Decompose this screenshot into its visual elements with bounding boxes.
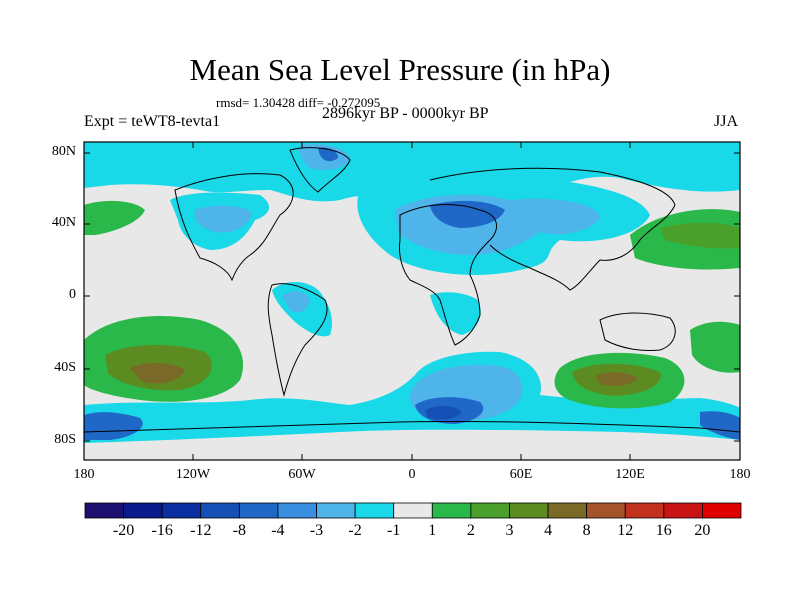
colorbar-label: 12 <box>617 522 634 539</box>
colorbar-swatch <box>161 502 202 519</box>
colorbar-swatch <box>702 502 742 519</box>
colorbar-label: -4 <box>271 522 285 539</box>
africa-cyan <box>430 292 481 335</box>
colorbar-swatch <box>586 502 626 519</box>
antarctic-interior <box>84 429 740 460</box>
southern-dark-core <box>425 406 462 420</box>
colorbar-swatch <box>277 502 317 519</box>
x-tick-120e: 120E <box>615 467 645 482</box>
map-title: Mean Sea Level Pressure (in hPa) <box>189 52 611 87</box>
pressure-field <box>84 142 740 460</box>
south-pacific-east-high <box>690 321 740 373</box>
axis-ticks <box>84 142 740 460</box>
y-tick-40s: 40S <box>54 360 76 375</box>
colorbar-swatch <box>200 502 240 519</box>
x-tick-60e: 60E <box>509 467 533 482</box>
colorbar-label: 20 <box>694 522 711 539</box>
north-atlantic-west-high <box>84 200 145 235</box>
rmsd-stats: rmsd= 1.30428 diff= -0.272095 <box>216 95 381 110</box>
north-pacific-high-core <box>660 222 740 249</box>
period-label: 2896kyr BP - 0000kyr BP <box>322 105 489 122</box>
colorbar-label: 2 <box>466 522 475 539</box>
y-tick-0: 0 <box>69 287 76 302</box>
colorbar-swatch <box>431 502 472 519</box>
colorbar-swatch <box>547 502 588 519</box>
colorbar-label: -2 <box>348 522 362 539</box>
south-pacific-high-core <box>130 362 185 384</box>
x-tick-60w: 60W <box>288 467 316 482</box>
south-america-blue <box>282 291 310 313</box>
x-tick-180w: 180 <box>73 467 95 482</box>
y-tick-80n: 80N <box>51 144 76 159</box>
colorbar-swatch <box>354 502 395 519</box>
colorbar-swatch <box>663 502 703 519</box>
eurasia-blue-core <box>430 200 505 228</box>
colorbar-swatch <box>509 502 549 519</box>
colorbar-label: -20 <box>112 522 135 539</box>
antarctic-blue-west <box>84 412 143 440</box>
x-tick-180e: 180 <box>729 467 751 482</box>
colorbar-swatch <box>470 502 510 519</box>
colorbar-swatch <box>393 502 433 519</box>
namerica-blue-low <box>194 205 252 233</box>
x-tick-0: 0 <box>408 467 416 482</box>
colorbar-label: 8 <box>582 522 591 539</box>
y-tick-40n: 40N <box>51 215 76 230</box>
colorbar-swatch <box>238 502 279 519</box>
colorbar-swatch <box>84 502 124 519</box>
coastlines <box>84 147 740 433</box>
antarctic-blue-east <box>700 411 740 440</box>
colorbar-label: -8 <box>232 522 247 539</box>
colorbar-swatch <box>123 502 163 519</box>
x-tick-120w: 120W <box>175 467 211 482</box>
colorbar-label: -3 <box>309 522 324 539</box>
colorbar-swatch <box>624 502 665 519</box>
arctic-cyan-band <box>84 142 740 202</box>
colorbar-label: -12 <box>190 522 212 539</box>
y-tick-80s: 80S <box>54 432 76 447</box>
season-label: JJA <box>714 113 739 130</box>
colorbar-label: 1 <box>428 522 437 539</box>
colorbar-label: 16 <box>655 522 672 539</box>
colorbar-swatch <box>316 502 356 519</box>
colorbar-label: -16 <box>151 522 173 539</box>
experiment-label: Expt = teWT8-tevta1 <box>84 113 221 130</box>
colorbar-label: 4 <box>544 522 553 539</box>
indian-ocean-high-core <box>595 372 638 386</box>
colorbar <box>84 502 742 519</box>
colorbar-label: -1 <box>387 522 401 539</box>
colorbar-label: 3 <box>505 522 514 539</box>
